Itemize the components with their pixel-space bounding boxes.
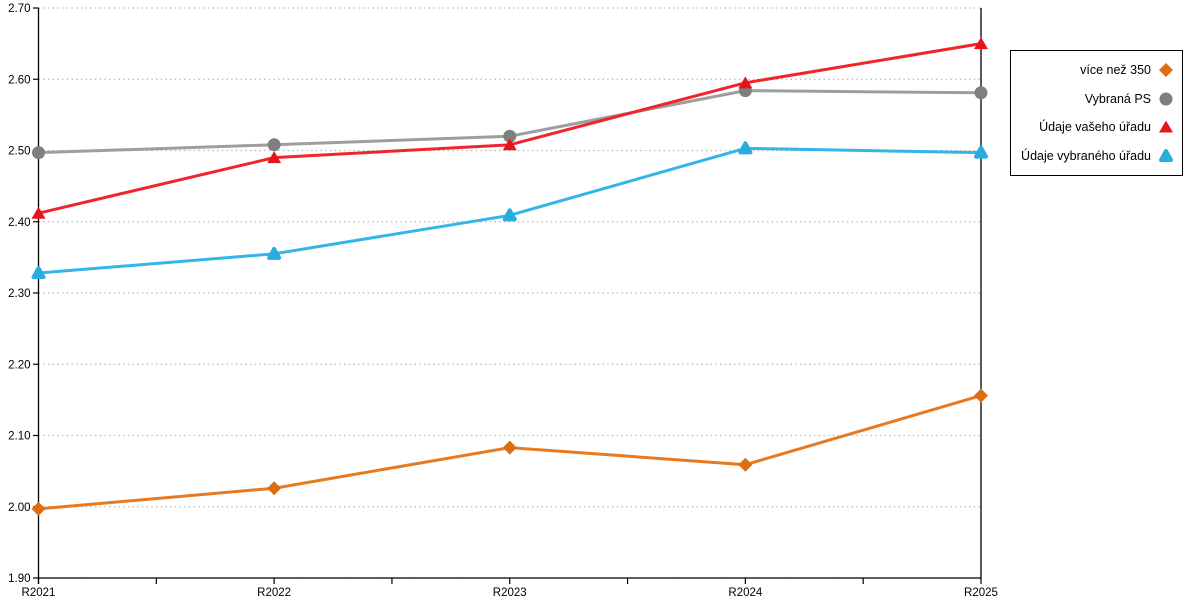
circle-marker — [503, 129, 517, 143]
y-axis-tick-label: 2.30 — [8, 288, 30, 300]
legend-item-vice-nez-350: více než 350 — [1017, 56, 1174, 85]
diamond-marker — [974, 388, 988, 403]
circle-icon — [1159, 92, 1173, 106]
series-line-2 — [37, 42, 983, 215]
y-axis-tick-label: 2.20 — [8, 359, 30, 371]
triangle-marker — [502, 138, 517, 151]
x-axis-tick-label: R2024 — [728, 587, 762, 599]
y-axis-tick-label: 2.40 — [8, 217, 30, 229]
y-axis-tick-label: 2.60 — [8, 74, 30, 86]
diamond-marker — [502, 440, 517, 455]
triangle-marker — [974, 37, 988, 50]
legend-item-vybrana-ps: Vybraná PS — [1017, 85, 1174, 114]
legend-label: Vybraná PS — [1084, 91, 1151, 106]
diamond-marker — [738, 457, 753, 472]
rounded-triangle-marker — [974, 145, 988, 159]
y-axis-tick-label: 2.10 — [8, 431, 30, 443]
triangle-marker — [738, 76, 753, 89]
legend-label: Údaje vašeho úřadu — [1039, 120, 1151, 135]
x-axis-tick-label: R2021 — [22, 587, 56, 599]
y-axis-tick-label: 2.70 — [8, 3, 30, 15]
chart-legend: více než 350 Vybraná PS Údaje vašeho úřa… — [1010, 50, 1183, 176]
diamond-marker — [267, 481, 282, 496]
y-axis-tick-label: 1.90 — [8, 573, 30, 585]
rounded-triangle-marker — [502, 208, 517, 222]
triangle-marker — [31, 206, 46, 219]
rounded-triangle-marker — [267, 246, 282, 260]
y-axis-tick-label: 2.00 — [8, 502, 30, 514]
circle-marker — [32, 146, 45, 160]
circle-marker — [974, 86, 988, 100]
rounded-triangle-icon — [1159, 148, 1173, 162]
rounded-triangle-marker — [31, 266, 46, 280]
x-axis-tick-label: R2023 — [493, 587, 527, 599]
triangle-icon — [1159, 120, 1173, 133]
legend-label: Údaje vybraného úřadu — [1021, 148, 1151, 163]
circle-marker — [267, 138, 281, 152]
diamond-marker — [31, 501, 46, 516]
x-axis-tick-label: R2022 — [257, 587, 291, 599]
y-axis-tick-label: 2.50 — [8, 146, 30, 158]
triangle-marker — [267, 151, 282, 164]
legend-item-udaje-vaseho-uradu: Údaje vašeho úřadu — [1017, 113, 1174, 142]
legend-item-udaje-vybraneho-uradu: Údaje vybraného úřadu — [1017, 142, 1174, 171]
legend-label: více než 350 — [1080, 63, 1151, 78]
x-axis-tick-label: R2025 — [964, 587, 998, 599]
rounded-triangle-marker — [738, 141, 753, 155]
diamond-icon — [1159, 63, 1173, 78]
